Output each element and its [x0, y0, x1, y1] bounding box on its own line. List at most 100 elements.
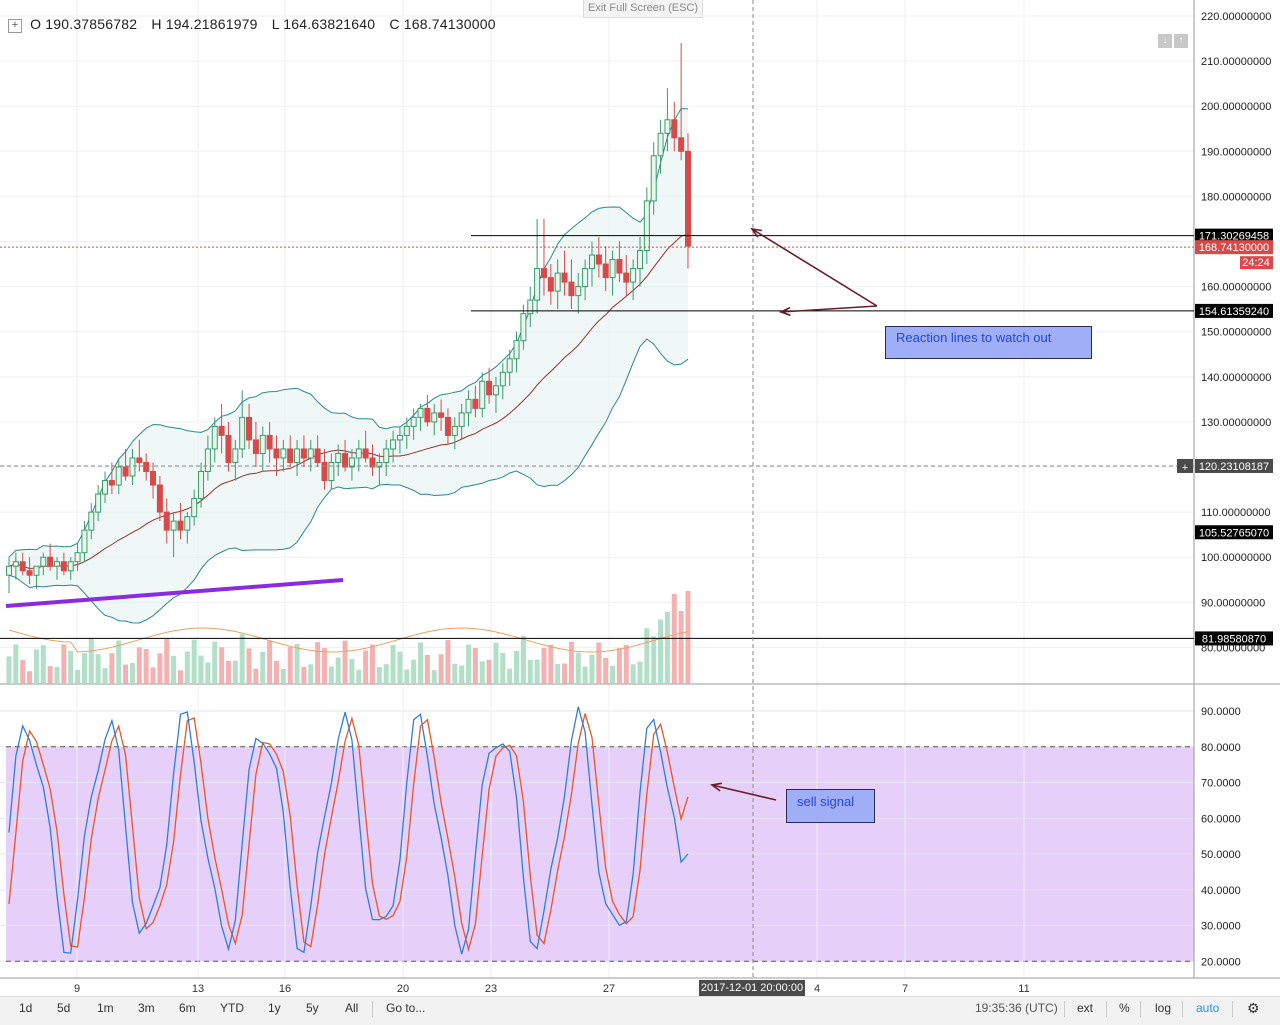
volume-bar: [267, 640, 273, 684]
volume-bar: [349, 658, 355, 684]
candle-body: [451, 425, 458, 436]
interval-5d[interactable]: 5d: [57, 1001, 71, 1015]
interval-5y[interactable]: 5y: [306, 1001, 319, 1015]
stoch-tick-label: 30.0000: [1201, 921, 1241, 933]
candle-body: [602, 263, 609, 279]
price-chart[interactable]: 220.00000000 210.00000000 200.00000000 190.…: [0, 0, 1280, 996]
candle-body: [122, 466, 129, 477]
candle-body: [156, 484, 163, 513]
arrow-to-resistance-head: [750, 227, 763, 238]
volume-bar: [548, 644, 554, 684]
volume-bar: [102, 668, 108, 684]
candle-body: [355, 448, 362, 459]
crosshair-date-label: 2017-12-01 20:00:00: [699, 980, 805, 996]
candle-body: [650, 155, 657, 202]
candle-body: [458, 412, 465, 427]
volume-bar: [81, 653, 87, 684]
interval-all[interactable]: All: [345, 1001, 359, 1015]
toolbar-divider: [372, 1001, 373, 1017]
volume-level-label: 81.98580870: [1202, 633, 1266, 645]
candle-body: [246, 416, 253, 441]
volume-bar: [328, 666, 334, 684]
volume-bar: [390, 644, 396, 684]
candle-body: [396, 434, 403, 441]
annotation-reaction-lines[interactable]: Reaction lines to watch out: [885, 326, 1092, 359]
toolbar-divider: [1140, 1001, 1141, 1017]
bollinger-fill: [9, 108, 688, 624]
volume-ma: [8, 627, 689, 653]
price-tick-label: 90.00000000: [1201, 597, 1265, 609]
candle-body: [547, 277, 554, 292]
volume-bar: [129, 662, 135, 684]
volume-bar: [260, 651, 266, 684]
settings-gear-icon[interactable]: ⚙: [1247, 1000, 1260, 1016]
volume-bar: [568, 641, 574, 684]
scroll-down-icon[interactable]: ↓: [1158, 34, 1172, 48]
volume-bar: [472, 648, 478, 684]
auto-toggle[interactable]: auto: [1196, 1001, 1220, 1015]
volume-bar: [219, 647, 225, 684]
candle-body: [163, 511, 170, 531]
interval-1m[interactable]: 1m: [97, 1001, 114, 1015]
volume-bar: [143, 648, 149, 684]
candle-body: [534, 268, 541, 301]
interval-1d[interactable]: 1d: [19, 1001, 33, 1015]
candle-body: [465, 398, 472, 414]
ohlc-high: H 194.21861979: [151, 16, 258, 32]
current-price-label: 168.74130000: [1199, 242, 1269, 254]
volume-bar: [630, 664, 636, 684]
volume-bar: [68, 650, 74, 684]
candle-body: [211, 425, 218, 450]
volume-bar: [198, 655, 204, 684]
volume-bar: [479, 661, 485, 684]
volume-bar: [287, 646, 293, 684]
interval-3m[interactable]: 3m: [138, 1001, 155, 1015]
volume-bar: [603, 657, 609, 684]
volume-bar: [95, 654, 101, 684]
utc-clock[interactable]: 19:35:36 (UTC): [975, 1001, 1058, 1015]
volume-bar: [315, 642, 321, 684]
volume-bar: [562, 663, 568, 684]
date-tick-label: 7: [902, 983, 908, 995]
volume-bar: [678, 610, 684, 684]
candle-body: [26, 570, 33, 576]
arrow-to-support: [780, 305, 878, 313]
ma-price-label: 105.52765070: [1199, 527, 1269, 539]
expand-icon[interactable]: +: [8, 19, 22, 33]
volume-bar: [637, 661, 643, 684]
bollinger-bands: [8, 108, 689, 624]
candle-body: [273, 448, 280, 459]
goto-button[interactable]: Go to...: [386, 1001, 426, 1015]
volume-bar: [431, 670, 437, 684]
ext-toggle[interactable]: ext: [1077, 1001, 1094, 1015]
candle-body: [561, 272, 568, 283]
ohlc-close: C 168.74130000: [389, 16, 496, 32]
scroll-up-icon[interactable]: ↑: [1174, 34, 1188, 48]
volume-bar: [123, 664, 129, 684]
candle-body: [108, 480, 115, 486]
volume-level-label-bg: [1195, 631, 1273, 646]
volume-bar: [294, 644, 300, 684]
date-tick-label: 20: [397, 983, 409, 995]
interval-6m[interactable]: 6m: [179, 1001, 196, 1015]
annotation-sell-signal[interactable]: sell signal: [786, 789, 875, 823]
log-toggle[interactable]: log: [1155, 1001, 1172, 1015]
price-tick-label: 110.00000000: [1201, 507, 1271, 519]
candle-body: [582, 268, 589, 288]
volume-bar: [88, 638, 94, 684]
percent-toggle[interactable]: %: [1119, 1001, 1130, 1015]
interval-ytd[interactable]: YTD: [220, 1001, 244, 1015]
exit-fullscreen-button[interactable]: Exit Full Screen (ESC): [583, 0, 703, 18]
volume-bar: [321, 648, 327, 684]
bollinger-lower: [8, 338, 689, 624]
candle-body: [294, 448, 301, 463]
candle-body: [150, 471, 157, 486]
candle-body: [218, 425, 225, 436]
volume-bar: [27, 671, 33, 684]
candle-body: [527, 299, 534, 315]
candle-body: [678, 137, 685, 152]
volume-bar: [150, 667, 156, 684]
volume-bar: [445, 639, 451, 684]
candle-body: [410, 416, 417, 427]
interval-1y[interactable]: 1y: [268, 1001, 281, 1015]
